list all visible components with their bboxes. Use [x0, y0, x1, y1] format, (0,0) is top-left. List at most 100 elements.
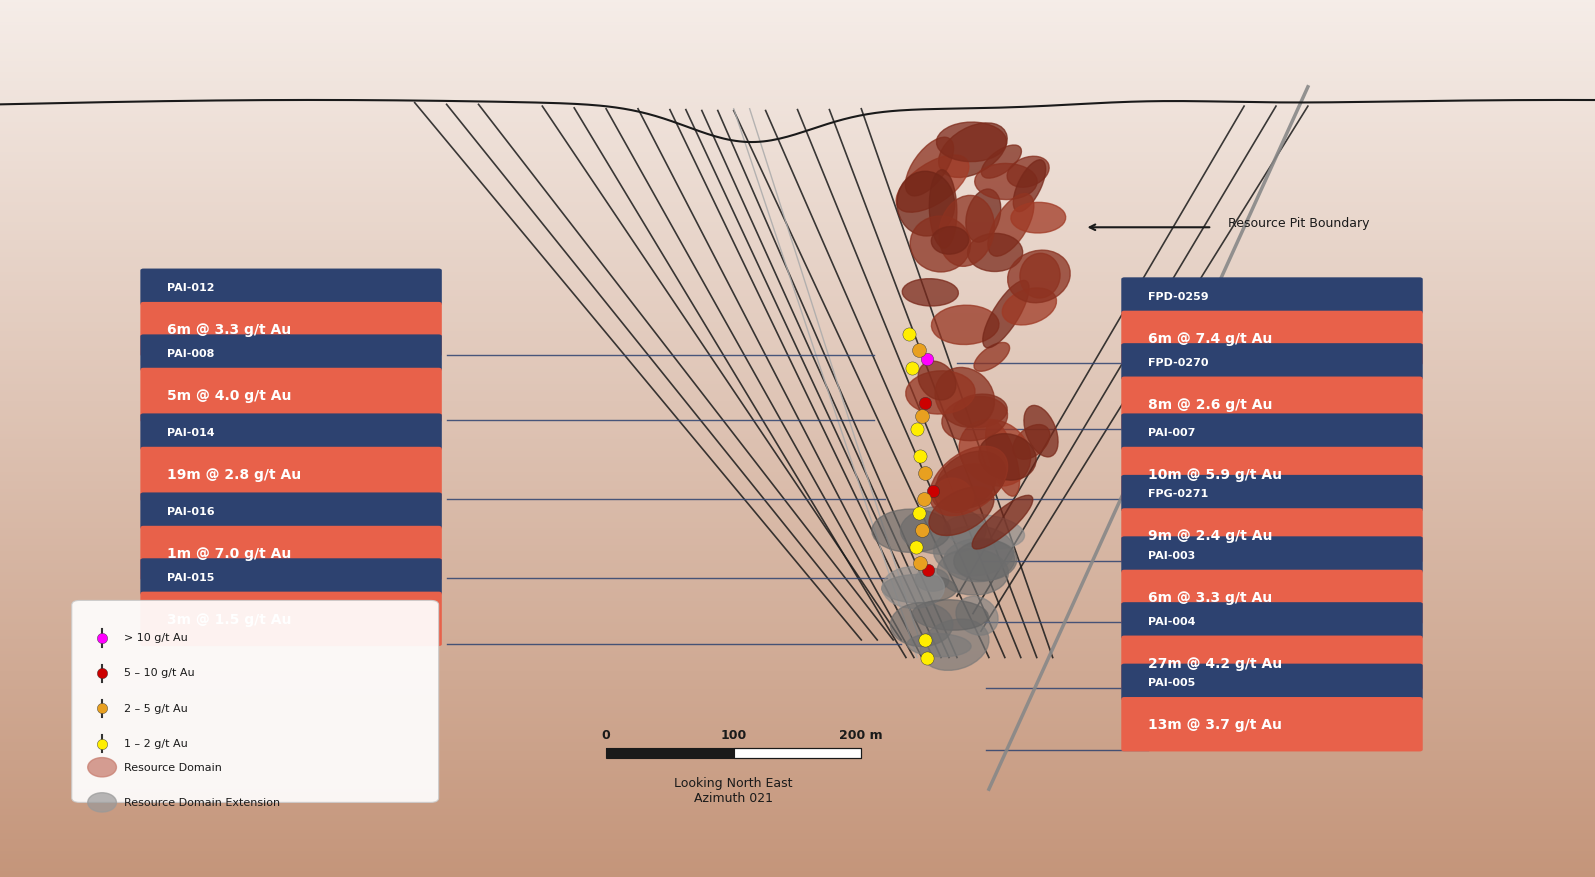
Ellipse shape: [890, 602, 952, 646]
Bar: [0, 270, 1595, 273]
Bar: [0, 736, 1595, 739]
FancyBboxPatch shape: [1121, 570, 1423, 624]
Bar: [0, 490, 1595, 493]
Bar: [0, 698, 1595, 701]
Bar: [0, 114, 1595, 118]
Bar: [0, 111, 1595, 114]
Bar: [0, 0, 1595, 3]
Bar: [0, 367, 1595, 369]
Bar: [0, 91, 1595, 94]
FancyBboxPatch shape: [1121, 278, 1423, 315]
Bar: [0, 255, 1595, 258]
Bar: [0, 431, 1595, 434]
Ellipse shape: [882, 574, 957, 603]
Bar: [0, 6, 1595, 9]
Ellipse shape: [1013, 160, 1046, 212]
Bar: [0, 214, 1595, 217]
Bar: [0, 724, 1595, 727]
Bar: [0, 709, 1595, 713]
Bar: [0, 848, 1595, 851]
Point: [912, 396, 938, 410]
Bar: [0, 499, 1595, 502]
Ellipse shape: [872, 510, 951, 553]
Bar: [0, 381, 1595, 384]
Ellipse shape: [903, 280, 959, 307]
Bar: [0, 290, 1595, 293]
FancyBboxPatch shape: [1121, 509, 1423, 563]
Ellipse shape: [1019, 254, 1061, 299]
Bar: [0, 531, 1595, 534]
Bar: [0, 624, 1595, 628]
Bar: [0, 748, 1595, 751]
Text: 5 – 10 g/t Au: 5 – 10 g/t Au: [124, 667, 195, 678]
Bar: [0, 279, 1595, 282]
Bar: [0, 123, 1595, 126]
Bar: [0, 660, 1595, 663]
Ellipse shape: [971, 496, 1034, 549]
Bar: [0, 258, 1595, 261]
Bar: [0, 360, 1595, 364]
Ellipse shape: [1013, 425, 1050, 460]
Bar: [0, 818, 1595, 821]
Bar: [0, 188, 1595, 190]
Bar: [0, 807, 1595, 809]
Bar: [0, 578, 1595, 581]
Bar: [0, 284, 1595, 288]
Bar: [0, 96, 1595, 100]
Bar: [0, 375, 1595, 378]
Bar: [0, 141, 1595, 144]
Bar: [0, 235, 1595, 238]
Point: [904, 423, 930, 437]
Bar: [0, 595, 1595, 598]
Bar: [0, 681, 1595, 683]
Bar: [0, 314, 1595, 317]
Bar: [0, 727, 1595, 731]
Bar: [0, 50, 1595, 53]
Bar: [0, 628, 1595, 631]
Bar: [0, 44, 1595, 47]
Bar: [0, 293, 1595, 296]
Bar: [0, 249, 1595, 253]
Bar: [0, 24, 1595, 26]
Ellipse shape: [906, 371, 975, 415]
Bar: [0, 129, 1595, 132]
Bar: [0, 65, 1595, 68]
Bar: [0, 440, 1595, 443]
Bar: [0, 871, 1595, 874]
Bar: [0, 830, 1595, 833]
Text: FPG-0271: FPG-0271: [1148, 488, 1209, 499]
Bar: [0, 135, 1595, 138]
Ellipse shape: [954, 395, 1006, 428]
Bar: [0, 751, 1595, 754]
Bar: [0, 208, 1595, 211]
Text: Resource Domain Extension: Resource Domain Extension: [124, 797, 281, 808]
Point: [908, 556, 933, 570]
Bar: [0, 35, 1595, 38]
Bar: [0, 472, 1595, 475]
Point: [906, 344, 931, 358]
Ellipse shape: [930, 170, 957, 249]
Bar: [0, 557, 1595, 560]
Bar: [606, 748, 861, 759]
Bar: [0, 467, 1595, 469]
FancyBboxPatch shape: [140, 368, 442, 423]
Bar: [0, 109, 1595, 111]
Bar: [0, 613, 1595, 616]
Bar: [0, 587, 1595, 589]
Bar: [0, 654, 1595, 657]
Text: PAI-015: PAI-015: [167, 572, 215, 582]
Bar: [0, 839, 1595, 842]
Text: Resource Domain: Resource Domain: [124, 762, 222, 773]
Text: 10m @ 5.9 g/t Au: 10m @ 5.9 g/t Au: [1148, 467, 1282, 481]
Bar: [0, 320, 1595, 323]
FancyBboxPatch shape: [1121, 602, 1423, 639]
Text: PAI-007: PAI-007: [1148, 427, 1196, 438]
Bar: [0, 772, 1595, 774]
Bar: [0, 53, 1595, 56]
Text: 27m @ 4.2 g/t Au: 27m @ 4.2 g/t Au: [1148, 656, 1282, 670]
Bar: [0, 745, 1595, 748]
Bar: [0, 504, 1595, 508]
Text: FPD-0259: FPD-0259: [1148, 291, 1209, 302]
Ellipse shape: [920, 619, 989, 671]
Bar: [0, 373, 1595, 375]
